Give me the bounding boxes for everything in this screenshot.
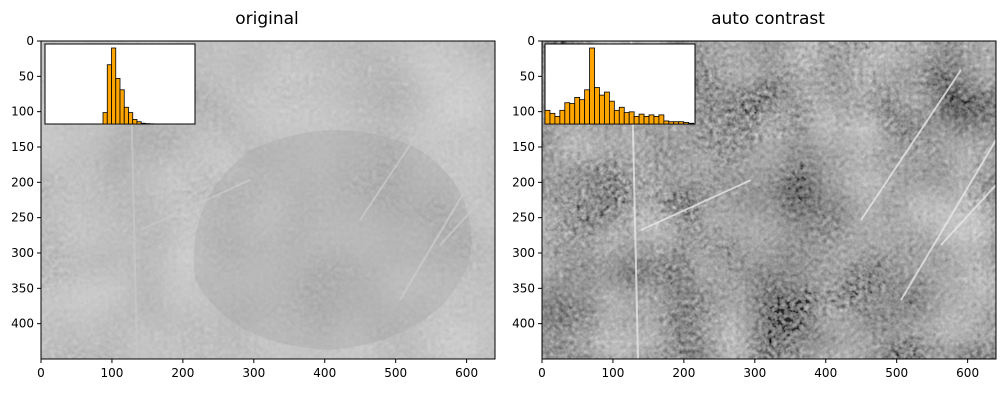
histogram-bar xyxy=(683,122,690,125)
histogram-bar xyxy=(579,99,586,125)
histogram-bar xyxy=(136,121,142,125)
panel-title: auto contrast xyxy=(711,9,825,29)
axes-frame xyxy=(40,40,496,360)
histogram-bar xyxy=(132,119,138,125)
histogram-bar xyxy=(559,109,566,125)
x-tick-label: 200 xyxy=(171,366,194,380)
histogram-bar xyxy=(111,47,117,125)
histogram-bar xyxy=(584,89,590,125)
y-tick-label: 200 xyxy=(512,175,535,189)
x-tick-label: 200 xyxy=(672,366,695,380)
y-tick-label: 50 xyxy=(19,69,34,83)
x-tick-label: 500 xyxy=(384,366,407,380)
histogram-bar xyxy=(594,87,600,125)
y-tick-label: 400 xyxy=(512,317,535,331)
y-tick-label: 150 xyxy=(11,140,34,154)
y-tick-label: 200 xyxy=(11,175,34,189)
x-axis: 0 100 200 300 400 500 600 xyxy=(37,359,478,380)
histogram-bar xyxy=(688,122,694,125)
histogram-bar xyxy=(648,114,655,125)
x-tick-label: 600 xyxy=(956,366,979,380)
histogram-bar xyxy=(599,94,605,125)
histogram-bar xyxy=(653,116,660,125)
x-tick-label: 0 xyxy=(538,366,546,380)
y-tick-label: 150 xyxy=(512,140,535,154)
histogram-bar xyxy=(549,112,556,125)
y-tick-label: 300 xyxy=(11,246,34,260)
y-tick-label: 50 xyxy=(520,69,535,83)
histogram-bar xyxy=(608,100,615,125)
y-tick-label: 350 xyxy=(11,281,34,295)
histogram-bar xyxy=(574,97,581,125)
histogram-bar xyxy=(106,64,112,125)
panel-auto-contrast: auto contrast 0 100 200 300 400 500 600 0 50 100… xyxy=(512,9,997,380)
histogram-bar xyxy=(618,106,625,125)
histogram-bar xyxy=(569,103,576,125)
x-tick-label: 600 xyxy=(455,366,478,380)
histogram-bar xyxy=(623,112,630,125)
x-axis: 0 100 200 300 400 500 600 xyxy=(538,359,979,380)
inset-histogram xyxy=(544,43,696,125)
histogram-bar xyxy=(613,109,620,125)
histogram-bar xyxy=(628,111,635,125)
axes-frame xyxy=(541,40,997,360)
histogram-bar xyxy=(643,116,650,125)
x-tick-label: 0 xyxy=(37,366,45,380)
x-tick-label: 300 xyxy=(743,366,766,380)
y-axis: 0 50 100 150 200 250 300 350 400 xyxy=(512,34,542,331)
histogram-bar xyxy=(673,121,680,125)
histogram-bar xyxy=(604,91,610,125)
x-tick-label: 400 xyxy=(814,366,837,380)
y-tick-label: 350 xyxy=(512,281,535,295)
histogram-bar xyxy=(119,89,125,125)
panel-title: original xyxy=(235,9,299,29)
x-tick-label: 500 xyxy=(885,366,908,380)
x-tick-label: 100 xyxy=(100,366,123,380)
y-tick-label: 100 xyxy=(512,105,535,119)
histogram-bar xyxy=(123,106,129,125)
histogram-bar xyxy=(658,114,665,125)
y-tick-label: 250 xyxy=(11,211,34,225)
y-tick-label: 300 xyxy=(512,246,535,260)
x-tick-label: 100 xyxy=(601,366,624,380)
y-tick-label: 400 xyxy=(11,317,34,331)
histogram-bar xyxy=(668,121,675,125)
histogram-bar xyxy=(554,116,561,125)
histogram-bar xyxy=(663,120,670,125)
histogram-bar xyxy=(544,109,551,125)
histogram-bar xyxy=(589,47,595,125)
inset-histogram xyxy=(44,43,196,125)
x-tick-label: 300 xyxy=(242,366,265,380)
y-axis: 0 50 100 150 200 250 300 350 400 xyxy=(11,34,41,331)
histogram-bar xyxy=(128,112,134,125)
panel-original: original 0 100 200 300 400 500 600 0 50 100 150 20… xyxy=(11,9,496,380)
histogram-bar xyxy=(633,116,640,125)
histogram-bar xyxy=(102,112,108,125)
y-tick-label: 0 xyxy=(26,34,34,48)
micrograph-image xyxy=(542,40,997,360)
x-tick-label: 400 xyxy=(313,366,336,380)
histogram-bar xyxy=(638,113,645,125)
y-tick-label: 0 xyxy=(527,34,535,48)
histogram-bar xyxy=(678,121,685,125)
histogram-bar xyxy=(115,78,121,125)
y-tick-label: 250 xyxy=(512,211,535,225)
y-tick-label: 100 xyxy=(11,105,34,119)
histogram-bar xyxy=(140,122,146,125)
histogram-bar xyxy=(564,102,571,125)
